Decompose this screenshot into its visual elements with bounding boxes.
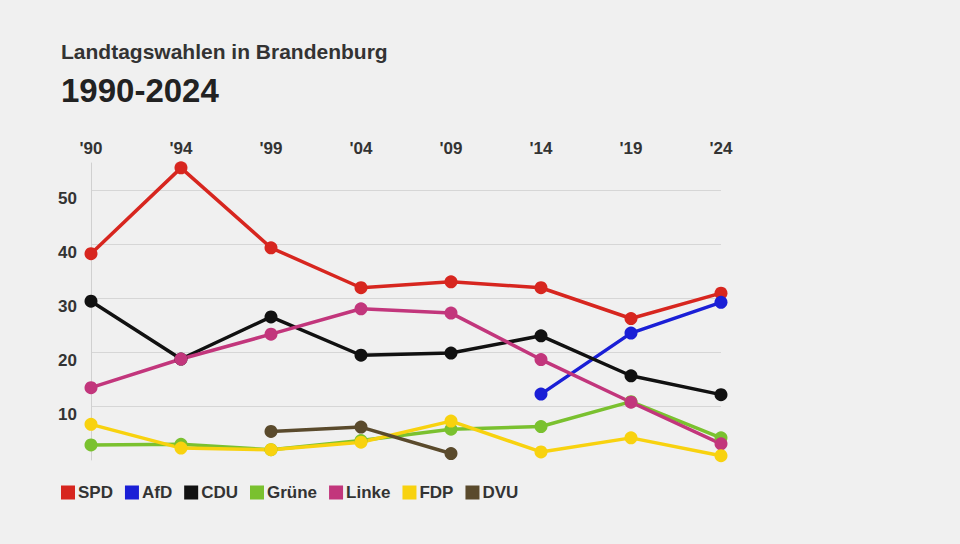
- svg-text:20: 20: [58, 351, 77, 370]
- svg-text:'94: '94: [170, 139, 193, 158]
- svg-text:10: 10: [58, 405, 77, 424]
- svg-text:'09: '09: [440, 139, 463, 158]
- svg-text:50: 50: [58, 189, 77, 208]
- svg-text:30: 30: [58, 297, 77, 316]
- svg-text:'04: '04: [350, 139, 373, 158]
- svg-text:Landtagswahlen in Brandenburg: Landtagswahlen in Brandenburg: [61, 40, 388, 63]
- svg-text:'99: '99: [260, 139, 283, 158]
- svg-text:Linke: Linke: [346, 483, 390, 502]
- svg-text:'14: '14: [530, 139, 553, 158]
- svg-text:SPD: SPD: [78, 483, 113, 502]
- svg-text:'19: '19: [620, 139, 643, 158]
- svg-text:'90: '90: [80, 139, 103, 158]
- svg-text:CDU: CDU: [201, 483, 238, 502]
- svg-text:1990-2024: 1990-2024: [61, 72, 219, 109]
- svg-text:DVU: DVU: [482, 483, 518, 502]
- svg-text:'24: '24: [710, 139, 733, 158]
- svg-text:40: 40: [58, 243, 77, 262]
- svg-text:FDP: FDP: [419, 483, 453, 502]
- svg-text:AfD: AfD: [142, 483, 172, 502]
- svg-text:Grüne: Grüne: [267, 483, 317, 502]
